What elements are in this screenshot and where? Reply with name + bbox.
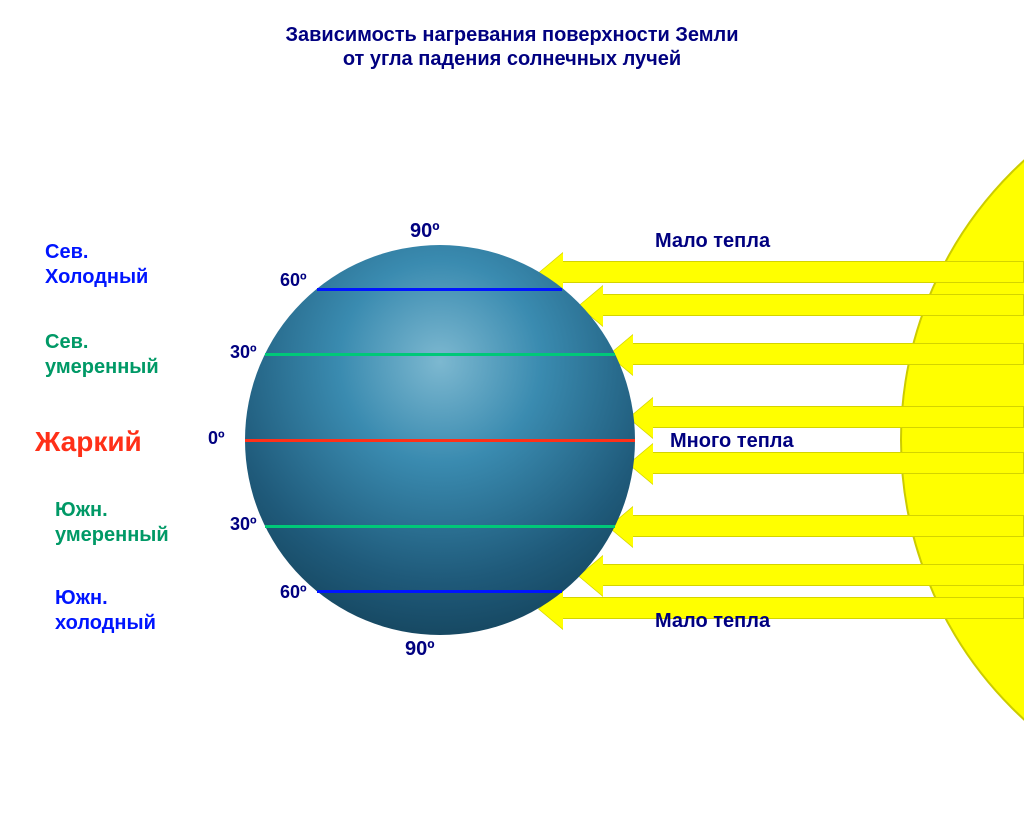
latitude-line bbox=[317, 590, 562, 593]
sun-ray-arrow bbox=[600, 294, 1024, 316]
heat-label: Мало тепла bbox=[655, 610, 770, 633]
latitude-line bbox=[265, 525, 615, 528]
angle-label: 90º bbox=[410, 220, 440, 243]
angle-label: 90º bbox=[405, 638, 435, 661]
latitude-line bbox=[265, 353, 615, 356]
heat-label: Много тепла bbox=[670, 430, 794, 453]
angle-label: 60º bbox=[280, 270, 307, 291]
zone-label: Сев.Холодный bbox=[45, 240, 148, 290]
sun-ray-arrow bbox=[560, 597, 1024, 619]
angle-label: 0º bbox=[208, 428, 225, 449]
zone-label: Жаркий bbox=[35, 424, 142, 459]
heat-label: Мало тепла bbox=[655, 230, 770, 253]
sun-ray-arrow bbox=[630, 515, 1024, 537]
sun-ray-arrow bbox=[600, 564, 1024, 586]
angle-label: 60º bbox=[280, 582, 307, 603]
angle-label: 30º bbox=[230, 514, 257, 535]
title-line-1: Зависимость нагревания поверхности Земли bbox=[0, 24, 1024, 47]
angle-label: 30º bbox=[230, 342, 257, 363]
latitude-line bbox=[245, 439, 635, 442]
latitude-line bbox=[317, 288, 562, 291]
sun-ray-arrow bbox=[630, 343, 1024, 365]
sun bbox=[900, 60, 1024, 820]
sun-ray-arrow bbox=[650, 452, 1024, 474]
zone-label: Сев.умеренный bbox=[45, 330, 159, 380]
zone-label: Южн.холодный bbox=[55, 586, 156, 636]
sun-ray-arrow bbox=[560, 261, 1024, 283]
title-line-2: от угла падения солнечных лучей bbox=[0, 48, 1024, 71]
sun-ray-arrow bbox=[650, 406, 1024, 428]
zone-label: Южн.умеренный bbox=[55, 498, 169, 548]
